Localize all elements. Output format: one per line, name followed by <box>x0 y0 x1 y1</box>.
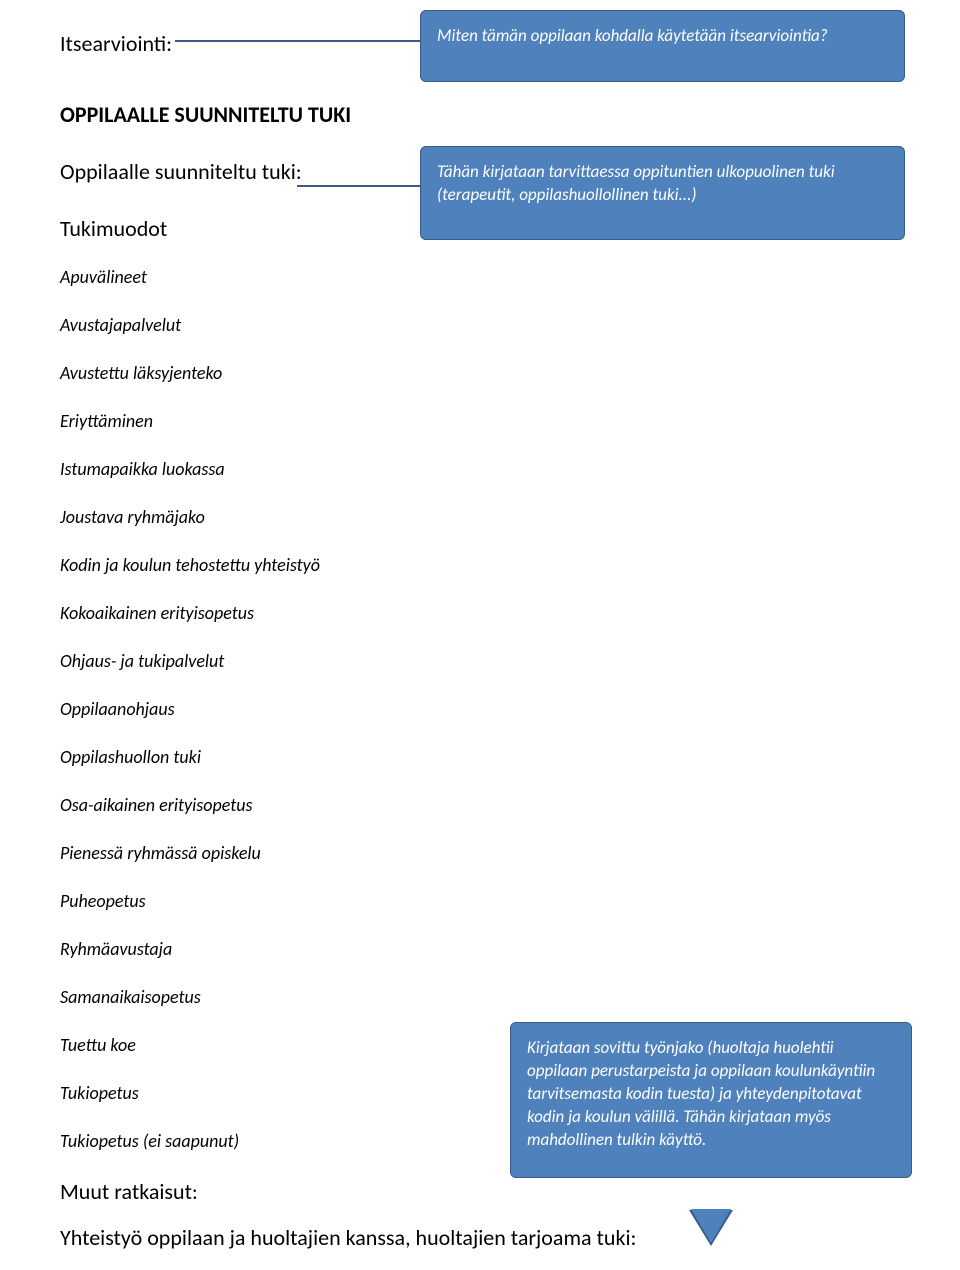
list-item: Eriyttäminen <box>60 410 450 432</box>
heading-tukimuodot: Tukimuodot <box>60 215 450 242</box>
callout-tuki: Tähän kirjataan tarvittaessa oppituntien… <box>420 146 905 240</box>
callout-text-2: Tähän kirjataan tarvittaessa oppituntien… <box>437 161 835 205</box>
list-item: Oppilashuollon tuki <box>60 746 450 768</box>
callout-text-1: Miten tämän oppilaan kohdalla käytetään … <box>437 25 828 46</box>
list-item: Tukiopetus <box>60 1082 450 1104</box>
list-item: Pienessä ryhmässä opiskelu <box>60 842 450 864</box>
connector-line-1 <box>175 40 420 42</box>
heading-yhteistyo: Yhteistyö oppilaan ja huoltajien kanssa,… <box>60 1224 900 1251</box>
list-item: Ryhmäavustaja <box>60 938 450 960</box>
list-item: Oppilaanohjaus <box>60 698 450 720</box>
list-item: Puheopetus <box>60 890 450 912</box>
heading-muut-ratkaisut: Muut ratkaisut: <box>60 1178 450 1205</box>
callout-itsearviointi: Miten tämän oppilaan kohdalla käytetään … <box>420 10 905 82</box>
list-item: Joustava ryhmäjako <box>60 506 450 528</box>
list-item: Apuvälineet <box>60 266 450 288</box>
list-item: Tukiopetus (ei saapunut) <box>60 1130 450 1152</box>
heading-suunniteltu-tuki-header: OPPILAALLE SUUNNITELTU TUKI <box>60 101 450 128</box>
callout-text-3: Kirjataan sovittu työnjako (huoltaja huo… <box>527 1037 875 1150</box>
list-item: Istumapaikka luokassa <box>60 458 450 480</box>
callout-yhteistyo: Kirjataan sovittu työnjako (huoltaja huo… <box>510 1022 912 1178</box>
list-item: Avustajapalvelut <box>60 314 450 336</box>
list-item: Osa-aikainen erityisopetus <box>60 794 450 816</box>
connector-line-2 <box>297 185 420 187</box>
list-item: Avustettu läksyjenteko <box>60 362 450 384</box>
list-item: Tuettu koe <box>60 1034 450 1056</box>
heading-itsearviointi: Itsearviointi: <box>60 30 450 57</box>
heading-suunniteltu-tuki: Oppilaalle suunniteltu tuki: <box>60 158 450 185</box>
list-item: Ohjaus- ja tukipalvelut <box>60 650 450 672</box>
list-item: Kokoaikainen erityisopetus <box>60 602 450 624</box>
list-item: Samanaikaisopetus <box>60 986 450 1008</box>
list-item: Kodin ja koulun tehostettu yhteistyö <box>60 554 450 576</box>
